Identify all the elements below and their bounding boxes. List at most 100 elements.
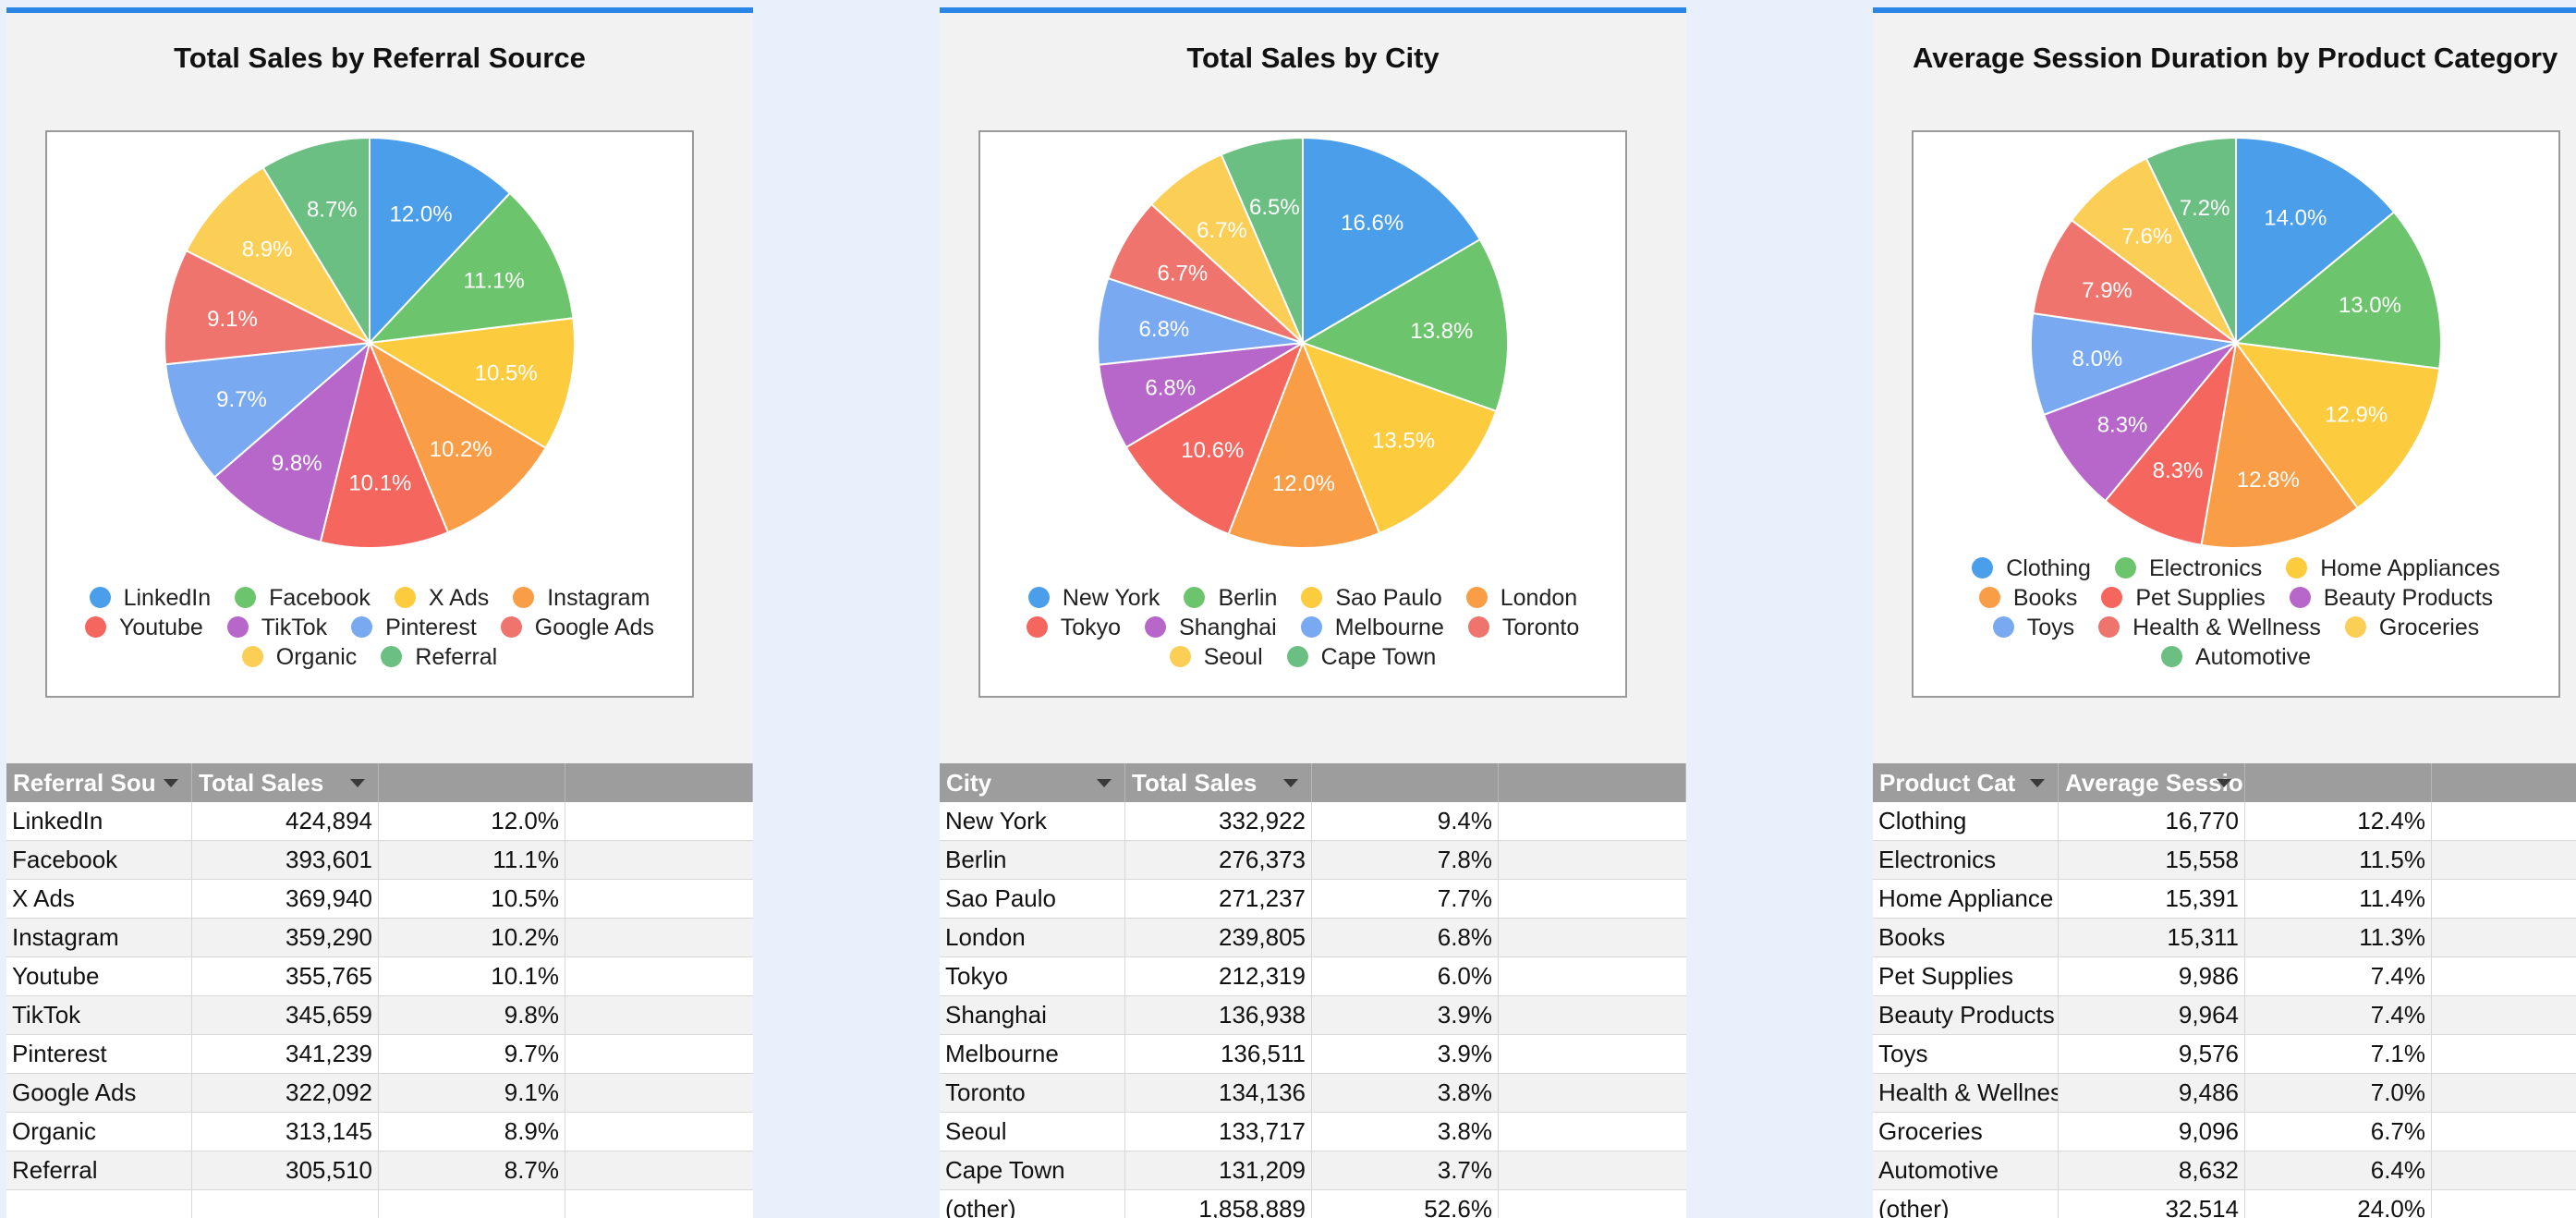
- value-cell[interactable]: 9,576: [2059, 1035, 2245, 1073]
- pie-slice-beauty-products[interactable]: [2042, 340, 2240, 503]
- percent-cell[interactable]: 3.8%: [1312, 1074, 1499, 1112]
- legend-item-clothing[interactable]: Clothing: [1972, 554, 2091, 583]
- value-cell[interactable]: 15,558: [2059, 841, 2245, 879]
- legend-item-toys[interactable]: Toys: [1992, 613, 2074, 642]
- value-cell[interactable]: 15,311: [2059, 919, 2245, 956]
- percent-cell[interactable]: 6.7%: [2245, 1113, 2432, 1151]
- legend-item-cape-town[interactable]: Cape Town: [1286, 642, 1436, 672]
- row-label-cell[interactable]: Toys: [1873, 1035, 2059, 1073]
- percent-cell[interactable]: 7.7%: [1312, 880, 1499, 918]
- value-cell[interactable]: 393,601: [192, 841, 379, 879]
- pie-slice-health-wellness[interactable]: [2032, 218, 2237, 344]
- filter-dropdown-icon[interactable]: [164, 779, 178, 787]
- legend-item-pinterest[interactable]: Pinterest: [351, 613, 477, 642]
- row-label-cell[interactable]: Clothing: [1873, 802, 2059, 840]
- pie-slice-x-ads[interactable]: [366, 317, 576, 450]
- row-label-cell[interactable]: Health & Wellnes: [1873, 1074, 2059, 1112]
- empty-cell[interactable]: [1499, 1074, 1686, 1112]
- percent-cell[interactable]: 11.5%: [2245, 841, 2432, 879]
- legend-item-tokyo[interactable]: Tokyo: [1026, 613, 1121, 642]
- legend-item-shanghai[interactable]: Shanghai: [1145, 613, 1277, 642]
- percent-cell[interactable]: 3.9%: [1312, 1035, 1499, 1073]
- value-cell[interactable]: 9,964: [2059, 996, 2245, 1034]
- value-cell[interactable]: 136,511: [1125, 1035, 1312, 1073]
- row-label-cell[interactable]: Books: [1873, 919, 2059, 956]
- pie-slice-books[interactable]: [2200, 340, 2360, 549]
- percent-cell[interactable]: 24.0%: [2245, 1190, 2432, 1218]
- value-cell[interactable]: 8,632: [2059, 1151, 2245, 1189]
- legend-item-organic[interactable]: Organic: [241, 642, 357, 672]
- percent-cell[interactable]: 3.8%: [1312, 1113, 1499, 1151]
- percent-cell[interactable]: 11.1%: [379, 841, 565, 879]
- filter-dropdown-icon[interactable]: [1283, 779, 1298, 787]
- empty-cell[interactable]: [2432, 996, 2576, 1034]
- row-label-cell[interactable]: Instagram: [6, 919, 192, 956]
- row-label-cell[interactable]: Seoul: [940, 1113, 1125, 1151]
- pie-slice-referral[interactable]: [261, 136, 371, 347]
- percent-cell[interactable]: 10.5%: [379, 880, 565, 918]
- value-cell[interactable]: 424,894: [192, 802, 379, 840]
- row-label-cell[interactable]: Toronto: [940, 1074, 1125, 1112]
- row-label-cell[interactable]: TikTok: [6, 996, 192, 1034]
- value-cell[interactable]: 305,510: [192, 1151, 379, 1189]
- legend-item-groceries[interactable]: Groceries: [2344, 613, 2479, 642]
- percent-cell[interactable]: 52.6%: [1312, 1190, 1499, 1218]
- row-label-cell[interactable]: Berlin: [940, 841, 1125, 879]
- percent-cell[interactable]: 6.0%: [1312, 957, 1499, 995]
- pie-slice-new-york[interactable]: [1302, 136, 1482, 345]
- value-cell[interactable]: 345,659: [192, 996, 379, 1034]
- percent-cell[interactable]: 12.0%: [379, 802, 565, 840]
- value-cell[interactable]: 9,096: [2059, 1113, 2245, 1151]
- row-label-cell[interactable]: (other): [940, 1190, 1125, 1218]
- value-cell[interactable]: 9,986: [2059, 957, 2245, 995]
- empty-cell[interactable]: [565, 996, 753, 1034]
- pie-slice-toys[interactable]: [2030, 311, 2237, 417]
- empty-cell[interactable]: [1499, 841, 1686, 879]
- legend-item-new-york[interactable]: New York: [1027, 583, 1160, 613]
- value-cell[interactable]: 313,145: [192, 1113, 379, 1151]
- empty-cell[interactable]: [565, 957, 753, 995]
- filter-dropdown-icon[interactable]: [2217, 779, 2231, 787]
- percent-cell[interactable]: 12.4%: [2245, 802, 2432, 840]
- legend-item-toronto[interactable]: Toronto: [1467, 613, 1579, 642]
- legend-item-electronics[interactable]: Electronics: [2114, 554, 2262, 583]
- empty-cell[interactable]: [565, 802, 753, 840]
- empty-cell[interactable]: [2432, 1190, 2576, 1218]
- legend-item-facebook[interactable]: Facebook: [235, 583, 371, 613]
- legend-item-beauty-products[interactable]: Beauty Products: [2289, 583, 2493, 613]
- empty-cell[interactable]: [1499, 1113, 1686, 1151]
- empty-cell[interactable]: [1499, 1190, 1686, 1218]
- pie-slice-berlin[interactable]: [1300, 238, 1509, 413]
- empty-cell[interactable]: [2432, 1074, 2576, 1112]
- filter-dropdown-icon[interactable]: [1097, 779, 1112, 787]
- empty-cell[interactable]: [2432, 841, 2576, 879]
- value-cell[interactable]: 369,940: [192, 880, 379, 918]
- pie-slice-clothing[interactable]: [2235, 136, 2396, 346]
- empty-cell[interactable]: [565, 1113, 753, 1151]
- empty-cell[interactable]: [1499, 996, 1686, 1034]
- value-cell[interactable]: 276,373: [1125, 841, 1312, 879]
- pie-slice-tiktok[interactable]: [213, 340, 371, 543]
- row-label-cell[interactable]: X Ads: [6, 880, 192, 918]
- legend-item-books[interactable]: Books: [1978, 583, 2077, 613]
- filter-dropdown-icon[interactable]: [2030, 779, 2045, 787]
- empty-cell[interactable]: [2432, 880, 2576, 918]
- legend-item-pet-supplies[interactable]: Pet Supplies: [2101, 583, 2266, 613]
- empty-cell[interactable]: [1499, 802, 1686, 840]
- row-label-cell[interactable]: New York: [940, 802, 1125, 840]
- legend-item-x-ads[interactable]: X Ads: [394, 583, 489, 613]
- pie-slice-automotive[interactable]: [2145, 136, 2237, 344]
- value-cell[interactable]: 355,765: [192, 957, 379, 995]
- row-label-cell[interactable]: Beauty Products: [1873, 996, 2059, 1034]
- column-header[interactable]: Total Sales: [1125, 763, 1312, 802]
- empty-cell[interactable]: [565, 1151, 753, 1189]
- empty-cell[interactable]: [2432, 1113, 2576, 1151]
- empty-cell[interactable]: [1499, 1035, 1686, 1073]
- pie-slice-electronics[interactable]: [2233, 211, 2442, 370]
- row-label-cell[interactable]: Referral: [6, 1151, 192, 1189]
- pie-slice-linkedin[interactable]: [369, 136, 512, 346]
- row-label-cell[interactable]: [6, 1190, 192, 1218]
- empty-cell[interactable]: [565, 841, 753, 879]
- percent-cell[interactable]: [379, 1190, 565, 1218]
- row-label-cell[interactable]: Tokyo: [940, 957, 1125, 995]
